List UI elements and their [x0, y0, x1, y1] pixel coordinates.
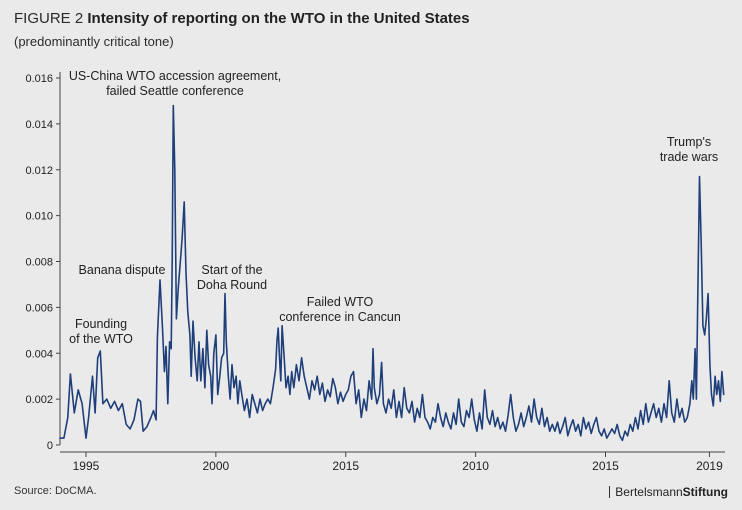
- annotation-label: Failed WTO conference in Cancun: [279, 295, 401, 324]
- brand-regular: Bertelsmann: [615, 485, 683, 499]
- annotation-line: Trump's: [667, 135, 711, 149]
- x-tick-label: 2015: [332, 459, 359, 470]
- y-tick-label: 0.004: [25, 348, 53, 360]
- y-tick-label: 0: [47, 440, 53, 452]
- chart-title: Intensity of reporting on the WTO in the…: [87, 10, 470, 27]
- brand-divider: [609, 486, 611, 498]
- x-tick-label: 2019: [696, 459, 723, 470]
- annotation-line: failed Seattle conference: [106, 84, 244, 98]
- annotation-line: trade wars: [660, 150, 718, 164]
- y-tick-label: 0.006: [25, 302, 53, 314]
- annotation-label: US-China WTO accession agreement, failed …: [69, 69, 281, 98]
- x-tick-label: 2015: [592, 459, 619, 470]
- annotation-label: Founding of the WTO: [69, 317, 133, 346]
- annotation-line: Start of the: [201, 263, 262, 277]
- figure-label: FIGURE 2: [14, 10, 84, 27]
- series-line: [59, 104, 725, 442]
- series-group: [59, 104, 725, 442]
- annotation-line: Doha Round: [197, 278, 267, 292]
- x-tick-label: 1995: [73, 459, 100, 470]
- y-tick-label: 0.002: [25, 394, 53, 406]
- y-tick-label: 0.014: [25, 119, 53, 131]
- y-tick-label: 0.016: [25, 73, 53, 85]
- brand-logo: BertelsmannStiftung: [609, 485, 728, 499]
- x-tick-label: 2000: [203, 459, 230, 470]
- annotation-label: Start of the Doha Round: [197, 263, 267, 292]
- annotation-line: US-China WTO accession agreement,: [69, 69, 281, 83]
- chart-subtitle: (predominantly critical tone): [14, 34, 174, 49]
- y-tick-label: 0.010: [25, 211, 53, 223]
- annotation-label: Banana dispute: [79, 263, 166, 277]
- annotation-line: Failed WTO: [307, 295, 374, 309]
- annotation-label: Trump's trade wars: [660, 135, 718, 164]
- line-chart: 0 0.002 0.004 0.006 0.008 0.010 0.012 0.014 0.01…: [25, 69, 725, 470]
- y-axis: 0 0.002 0.004 0.006 0.008 0.010 0.012 0.014 0.01…: [25, 72, 61, 452]
- annotation-line: conference in Cancun: [279, 310, 401, 324]
- annotation-line: of the WTO: [69, 332, 133, 346]
- annotations: Founding of the WTO Banana dispute US-China…: [69, 69, 718, 346]
- y-tick-label: 0.008: [25, 257, 53, 269]
- figure-title: FIGURE 2 Intensity of reporting on the W…: [14, 10, 470, 27]
- x-axis: 1995 2000 2015 2010 2015 2019: [60, 451, 725, 470]
- brand-bold: Stiftung: [682, 485, 728, 499]
- annotation-line: Banana dispute: [79, 263, 166, 277]
- x-tick-label: 2010: [462, 459, 489, 470]
- y-tick-label: 0.012: [25, 165, 53, 177]
- annotation-line: Founding: [75, 317, 127, 331]
- source-note: Source: DoCMA.: [14, 485, 97, 497]
